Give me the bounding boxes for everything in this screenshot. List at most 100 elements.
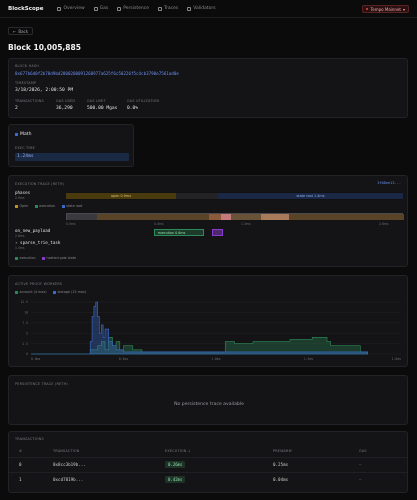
- tx-execution-badge: 0.26ms: [165, 460, 186, 468]
- math-color-swatch: [15, 133, 18, 136]
- nav-label: Validators: [193, 6, 216, 11]
- chevron-right-icon: ›: [15, 240, 21, 245]
- span-legend: execution hashed post state: [15, 256, 81, 262]
- hash-label: BLOCK HASH: [15, 64, 40, 68]
- transactions-card: TRANSACTIONS # TRANSACTION EXECUTION ↓ P…: [8, 431, 408, 493]
- exec-trace-title: EXECUTION TRACE (RETH): [15, 182, 65, 186]
- column-header: PREWARM: [273, 449, 292, 453]
- table-row[interactable]: 1 0xcd7819b... 0.42ms 0.04ms —: [9, 472, 407, 486]
- span-label[interactable]: on_new_payload: [15, 228, 51, 233]
- stat-label: GAS UTILIZATION: [127, 99, 160, 103]
- column-header: GAS: [359, 449, 367, 453]
- tx-index: 1: [19, 477, 22, 482]
- phase-state-root-segment[interactable]: state root 1.4ms: [218, 193, 403, 199]
- math-card: Math EXEC TIME 1.24ms: [8, 124, 134, 167]
- stat-label: GAS USED: [56, 99, 76, 103]
- timeline-segment[interactable]: [261, 214, 289, 220]
- proof-workers-legend: account (4 max) storage (15 max): [15, 290, 91, 296]
- exec-time-bar: [15, 153, 129, 161]
- y-tick-label: 10: [24, 311, 28, 315]
- legend-item: state root: [61, 204, 82, 208]
- execution-span-block[interactable]: execution 0.6ms: [154, 229, 204, 236]
- timeline-segment[interactable]: [209, 214, 221, 220]
- top-bar: BlockScope Overview Gas Persistence Trac…: [0, 0, 417, 18]
- phases-duration: 2.9ms: [15, 196, 25, 200]
- span-duration: 2.8ms: [15, 234, 25, 238]
- x-tick-label: 1.0ms: [211, 357, 220, 361]
- legend-item: Open: [15, 204, 28, 208]
- back-button[interactable]: ← Back: [8, 27, 34, 35]
- table-row[interactable]: 0 0x8cc3b19b... 0.26ms 0.25ms —: [9, 457, 407, 471]
- stat-value: 36,290: [56, 106, 73, 111]
- legend-item: execution: [34, 204, 55, 208]
- span-duration: 1.4ms: [15, 246, 25, 250]
- execution-trace-card: EXECUTION TRACE (RETH) 3f08ee13... phase…: [8, 175, 408, 267]
- nav-persistence[interactable]: Persistence: [117, 6, 149, 11]
- hashed-post-state-block[interactable]: [212, 229, 223, 236]
- brand-logo[interactable]: BlockScope: [8, 5, 44, 12]
- y-tick-label: 0: [26, 352, 28, 356]
- tx-prewarm: 0.25ms: [273, 462, 289, 467]
- network-selector[interactable]: Tempo Mainnet ▾: [361, 5, 409, 13]
- phase-open-segment[interactable]: open 0.9ms: [66, 193, 176, 199]
- timestamp-value: 3/18/2026, 2:00:50 PM: [15, 88, 74, 93]
- stat-label: TRANSACTIONS: [15, 99, 44, 103]
- exec-time-value: 1.24ms: [17, 154, 34, 159]
- gas-icon: [93, 6, 98, 11]
- y-tick-label: 12.5: [21, 300, 29, 304]
- legend-item: account (4 max): [15, 290, 47, 294]
- persistence-title: PERSISTENCE TRACE (RETH): [15, 382, 68, 386]
- stat-label: GAS LIMIT: [87, 99, 106, 103]
- x-tick-label: 0.0ms: [31, 357, 40, 361]
- series-area-account: [31, 337, 368, 355]
- page-title: Block 10,005,885: [8, 43, 81, 52]
- series-area-storage: [31, 301, 368, 355]
- tx-gas: —: [359, 477, 362, 482]
- network-status-dot: [365, 7, 369, 11]
- timeline-segment[interactable]: [289, 214, 404, 220]
- nav-overview[interactable]: Overview: [57, 6, 85, 11]
- persistence-empty-message: No persistence trace available: [174, 402, 244, 407]
- x-tick-label: 0.5ms: [119, 357, 128, 361]
- block-hash[interactable]: 0x677b6d0f2b78d9bd2800200091260977a625f6…: [15, 71, 179, 76]
- column-header-sort[interactable]: EXECUTION ↓: [165, 449, 191, 453]
- nav-gas[interactable]: Gas: [93, 6, 108, 11]
- timeline-segment[interactable]: [221, 214, 231, 220]
- nav-validators[interactable]: Validators: [187, 6, 216, 11]
- tx-hash-link[interactable]: 0xcd7819b...: [53, 477, 84, 482]
- y-tick-label: 2.5: [22, 342, 28, 346]
- back-label: Back: [18, 28, 29, 34]
- chevron-down-icon: ▾: [402, 6, 405, 12]
- arrow-left-icon: ←: [13, 28, 17, 34]
- legend-item: execution: [15, 256, 36, 260]
- math-title: Math: [20, 132, 32, 137]
- column-header: #: [19, 449, 23, 453]
- main-nav: Overview Gas Persistence Traces Validato…: [57, 6, 216, 11]
- trace-id-link[interactable]: 3f08ee13...: [377, 181, 401, 185]
- timestamp-label: TIMESTAMP: [15, 81, 37, 85]
- tx-index: 0: [19, 462, 22, 467]
- tick-label: 1.3ms: [241, 222, 251, 226]
- y-tick-label: 5: [26, 331, 28, 335]
- timeline-segment[interactable]: [231, 214, 261, 220]
- legend-item: hashed post state: [42, 256, 76, 260]
- nav-traces[interactable]: Traces: [157, 6, 178, 11]
- validators-icon: [187, 6, 192, 11]
- x-tick-label: 1.5ms: [304, 357, 313, 361]
- phase-legend: Open execution state root: [15, 204, 87, 210]
- tick-label: 2.6ms: [379, 222, 389, 226]
- tx-prewarm: 0.04ms: [273, 477, 289, 482]
- x-tick-label: 2.0ms: [392, 357, 401, 361]
- y-tick-label: 7.5: [22, 321, 28, 325]
- phase-bar: open 0.9ms state root 1.4ms: [66, 192, 403, 200]
- network-name: Tempo Mainnet: [370, 6, 401, 12]
- tx-hash-link[interactable]: 0x8cc3b19b...: [53, 462, 86, 467]
- proof-workers-card: ACTIVE PROOF WORKERS account (4 max) sto…: [8, 275, 408, 367]
- phase-gap-segment: [176, 193, 218, 199]
- stat-value: 500.00 Mgas: [87, 106, 118, 111]
- timeline-segment[interactable]: [97, 214, 209, 220]
- span-label[interactable]: › sparse_trie_task: [15, 240, 61, 245]
- block-info-card: BLOCK HASH 0x677b6d0f2b78d9bd28002000912…: [8, 58, 408, 118]
- timeline-segment[interactable]: [67, 214, 97, 220]
- tick-label: 0.4ms: [154, 222, 164, 226]
